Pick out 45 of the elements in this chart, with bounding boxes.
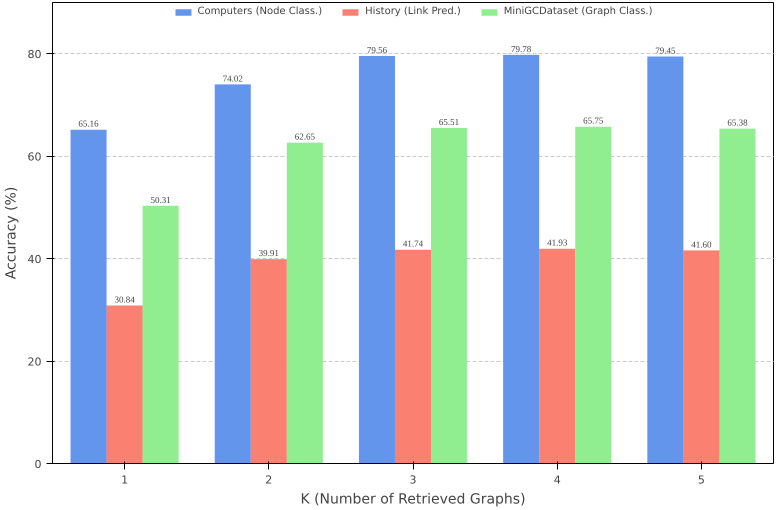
bar: [142, 206, 179, 464]
bar: [70, 130, 107, 464]
bar: [575, 126, 612, 464]
y-tick-label: 80: [28, 48, 42, 62]
y-tick-label: 20: [28, 356, 42, 369]
data-label: 41.93: [547, 238, 568, 248]
x-tick-label: 3: [410, 474, 416, 486]
data-label: 41.74: [402, 238, 424, 249]
x-tick-label: 5: [698, 474, 705, 486]
bar: [250, 259, 287, 464]
bar: [358, 56, 395, 464]
y-tick-label: 60: [28, 150, 42, 164]
y-tick-label: 40: [28, 253, 42, 266]
bar: [683, 250, 720, 464]
x-tick-label: 4: [554, 474, 561, 486]
bar: [394, 250, 432, 464]
data-label: 79.78: [511, 44, 532, 54]
legend-label: Computers (Node Class.): [197, 6, 322, 17]
data-label: 65.16: [78, 118, 100, 129]
x-axis-title: K (Number of Retrieved Graphs): [300, 492, 526, 508]
data-label: 62.65: [294, 132, 316, 142]
data-label: 65.51: [438, 116, 460, 127]
data-label: 30.84: [114, 294, 136, 305]
bar: [214, 84, 251, 464]
bar: [647, 56, 684, 464]
bar: [539, 248, 576, 464]
bar: [286, 142, 323, 464]
x-tick-label: 1: [121, 474, 128, 486]
data-label: 79.45: [655, 46, 676, 56]
data-label: 50.31: [150, 194, 171, 205]
y-tick-label: 0: [34, 458, 42, 471]
bar: [719, 128, 756, 464]
legend-label: History (Link Pred.): [365, 6, 461, 17]
data-label: 41.60: [691, 239, 712, 250]
legend-label: MiniGCDataset (Graph Class.): [504, 6, 653, 17]
x-tick-label: 2: [265, 474, 272, 486]
data-label: 74.02: [222, 73, 243, 84]
data-label: 65.75: [583, 116, 604, 126]
bar: [431, 128, 468, 464]
data-label: 39.91: [258, 248, 279, 258]
data-label: 79.56: [366, 44, 388, 55]
data-label: 65.38: [727, 118, 748, 128]
bar: [106, 306, 143, 464]
bar: [503, 54, 540, 464]
y-axis-title: Accuracy (%): [4, 186, 20, 280]
